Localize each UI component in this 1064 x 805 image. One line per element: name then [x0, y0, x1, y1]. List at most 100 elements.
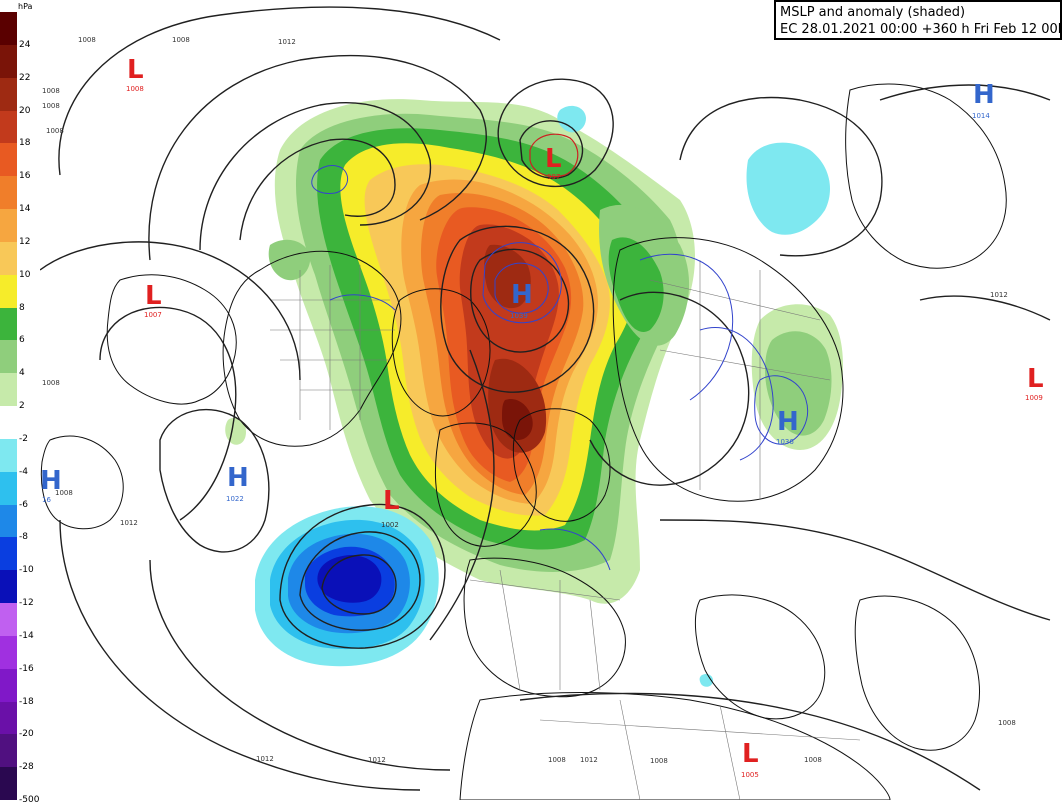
- color-scale-label: 18: [19, 138, 31, 149]
- color-scale-swatch: [0, 406, 17, 439]
- isobar-label: 1008: [548, 756, 566, 764]
- low-marker: L: [545, 144, 562, 174]
- high-center: H 1036: [776, 407, 799, 446]
- low-value: 1008: [126, 85, 144, 93]
- color-scale-swatch: [0, 307, 17, 341]
- color-scale-label: -18: [19, 696, 34, 707]
- pressure-centers: L 1008 L 997 H 1014 L 1007 H 1039 L 1009: [40, 55, 1044, 779]
- color-scale-swatch: [0, 635, 17, 669]
- color-scale-swatch: [0, 340, 17, 374]
- color-scale-label: -4: [19, 466, 28, 477]
- color-scale-swatch: [0, 176, 17, 210]
- high-value: 1036: [776, 438, 794, 446]
- map-title: MSLP and anomaly (shaded): [780, 5, 966, 20]
- color-scale-label: -500: [19, 795, 40, 805]
- color-scale-swatch: [0, 471, 17, 505]
- high-pressure-contours: [311, 165, 808, 571]
- low-center: L 1005: [741, 739, 759, 779]
- low-center: L 1008: [126, 55, 144, 93]
- low-marker: L: [383, 486, 400, 516]
- color-scale-label: -2: [19, 433, 28, 444]
- color-scale-swatch: [0, 241, 17, 275]
- color-scale-label: 12: [19, 236, 31, 247]
- anomaly-region-positive-20: [484, 244, 531, 309]
- color-scale-swatch: [0, 209, 17, 242]
- low-value: 1009: [1025, 394, 1043, 402]
- high-marker: H: [227, 463, 249, 493]
- color-scale-label: 6: [19, 335, 25, 346]
- color-scale-label: -12: [19, 598, 34, 608]
- low-marker: L: [145, 281, 162, 311]
- color-scale-label: 24: [19, 39, 31, 50]
- color-scale-swatch: [0, 44, 17, 78]
- color-scale-swatch: [0, 274, 17, 308]
- color-scale-label: 10: [19, 269, 31, 280]
- map-title-box: MSLP and anomaly (shaded) EC 28.01.2021 …: [774, 0, 1062, 40]
- isobar-label: 1008: [42, 102, 60, 110]
- country-borders: [270, 260, 861, 800]
- color-scale-label: 20: [19, 105, 31, 116]
- low-value: 997: [547, 173, 560, 181]
- color-scale-label: -10: [19, 565, 34, 576]
- color-scale-label: -6: [19, 499, 28, 510]
- low-center: L 1007: [144, 281, 162, 319]
- isobar-labels: 1008 1008 1012 1008 1008 1008 1008 1012 …: [42, 36, 1016, 765]
- high-center: H 1039: [510, 280, 533, 320]
- low-value: 1007: [144, 311, 162, 319]
- high-center: H 1014: [972, 80, 995, 120]
- anomaly-region-negative-4: [557, 105, 586, 133]
- isobar-label: 1012: [580, 756, 598, 764]
- isobar-label: 1012: [990, 291, 1008, 299]
- low-value: 1002: [381, 521, 399, 529]
- color-scale-label: 2: [19, 401, 25, 411]
- color-scale-label: 22: [19, 72, 31, 83]
- anomaly-region-positive-18: [459, 224, 559, 459]
- isobar-label: 1012: [368, 756, 386, 764]
- coastlines: [40, 83, 1007, 800]
- low-marker: L: [127, 55, 144, 85]
- color-scale-label: 16: [19, 171, 31, 182]
- color-scale-label: 14: [19, 204, 31, 214]
- high-value: 1022: [226, 495, 244, 503]
- color-scale-swatch: [0, 537, 17, 571]
- anomaly-region-negative-12: [317, 555, 382, 603]
- anomaly-region-negative-4: [746, 142, 830, 235]
- color-scale-swatch: [0, 734, 17, 768]
- anomaly-region-positive-4: [765, 331, 832, 436]
- anomaly-region-positive-6: [608, 237, 664, 332]
- isobar-label: 1008: [998, 719, 1016, 727]
- isobar-label: 1008: [172, 36, 190, 44]
- high-value: 1039: [510, 312, 528, 320]
- low-center: L 1009: [1025, 364, 1044, 402]
- color-scale-label: -16: [19, 663, 34, 674]
- color-scale-label: 4: [19, 368, 25, 379]
- isobar-label: 1012: [256, 755, 274, 763]
- low-marker: L: [742, 739, 759, 769]
- high-center: H 16: [40, 466, 62, 504]
- color-scale-swatch: [0, 373, 17, 407]
- high-value: 1014: [972, 112, 990, 120]
- high-marker: H: [40, 466, 62, 496]
- color-scale-label: -14: [19, 630, 34, 641]
- anomaly-shading: [225, 99, 843, 687]
- map-run-info: EC 28.01.2021 00:00 +360 h Fri Feb 12 00…: [780, 22, 1062, 37]
- isobar-label: 1012: [120, 519, 138, 527]
- weather-map: 1008 1008 1012 1008 1008 1008 1008 1012 …: [40, 0, 1064, 800]
- color-scale-swatch: [0, 77, 17, 111]
- color-scale-label: -20: [19, 729, 34, 740]
- color-scale-swatch: [0, 767, 17, 801]
- isobar-label: 1008: [46, 127, 64, 135]
- color-scale-label: 8: [19, 302, 25, 313]
- color-scale-swatch: [0, 603, 17, 636]
- color-scale-swatch: [0, 504, 17, 538]
- low-center: L 1002: [381, 486, 400, 529]
- low-marker: L: [1027, 364, 1044, 394]
- high-marker: H: [777, 407, 799, 437]
- isobar-label: 1008: [804, 756, 822, 764]
- isobar-label: 1008: [55, 489, 73, 497]
- low-center: L 997: [545, 144, 562, 181]
- high-value: 16: [42, 496, 51, 504]
- color-scale-label: -8: [19, 532, 28, 543]
- color-scale-swatch: [0, 110, 17, 144]
- color-scale-swatch: [0, 668, 17, 702]
